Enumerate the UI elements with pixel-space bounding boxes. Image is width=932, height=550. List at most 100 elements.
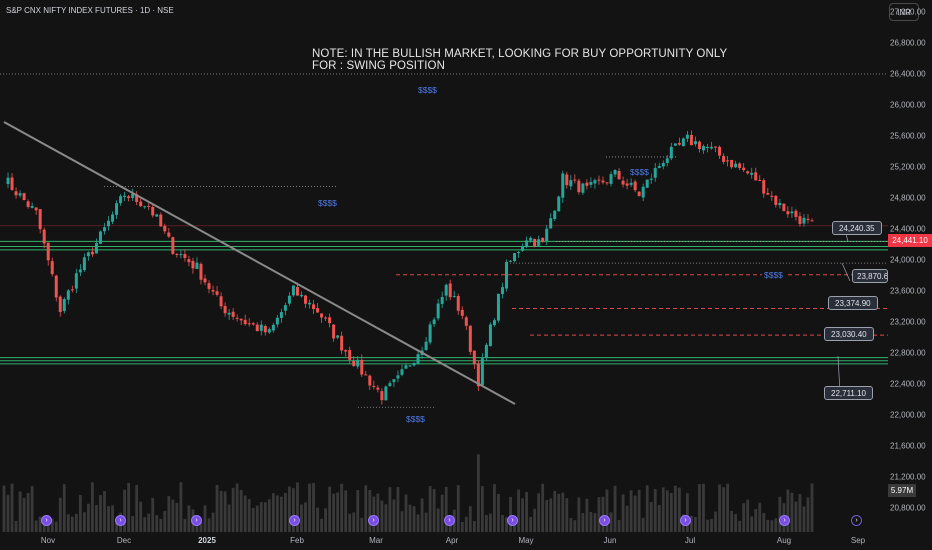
volume-bar [103,491,106,532]
dividend-event-icon[interactable]: › [507,515,518,526]
volume-bar [509,496,512,532]
dividend-event-icon[interactable]: › [779,515,790,526]
level-label-22711[interactable]: 22,711.10 [824,386,873,400]
candle-body [348,350,352,360]
arrow-icon: › [511,517,514,524]
arrow-icon: › [119,517,122,524]
volume-bar [657,505,661,532]
candle-body [472,350,476,364]
candle-body [10,177,14,190]
candle-body [283,305,287,311]
time-tick-label: Sep [850,536,866,545]
candle-body [46,242,50,261]
volume-bar [70,516,74,532]
volume-bar [529,516,533,532]
arrow-icon: › [293,517,296,524]
volume-bar [476,454,480,532]
dollar-marker-jun: $$$$ [628,167,651,177]
volume-bar [255,505,259,532]
volume-bar [368,489,372,532]
volume-bar [585,498,589,532]
dividend-event-icon[interactable]: › [851,515,862,526]
candle-body [464,317,468,326]
volume-bar [416,514,420,532]
volume-bar [537,493,541,532]
candle-body [388,383,392,387]
volume-bar [633,495,637,532]
candle-body [681,138,685,147]
volume-bar [111,505,114,532]
volume-bar [774,518,778,532]
dollar-marker-mar: $$$$ [404,414,427,424]
candle-body [424,341,428,350]
volume-bar [58,497,62,532]
level-label-24240[interactable]: 24,240.35 [832,221,882,235]
time-axis[interactable] [0,532,888,550]
candle-body [251,323,255,325]
candle-body [416,354,420,364]
candle-body [18,193,22,196]
candle-body [139,201,143,207]
volume-bar [609,512,613,532]
time-tick-label: Feb [290,536,304,545]
candle-body [597,179,601,181]
dividend-event-icon[interactable]: › [368,515,379,526]
arrow-icon: › [855,517,858,524]
candle-body [794,210,798,217]
candle-body [484,344,488,358]
dividend-event-icon[interactable]: › [191,515,202,526]
volume-bar [340,483,344,532]
volume-bar [99,495,102,532]
time-tick-label: Aug [776,536,792,545]
dividend-event-icon[interactable]: › [680,515,691,526]
candle-body [573,179,577,181]
candle-body [82,257,86,271]
candle-body [758,179,762,181]
candle-body [585,182,589,186]
dividend-event-icon[interactable]: › [115,515,126,526]
volume-bar [806,497,810,532]
volume-bar [203,505,207,532]
candle-body [488,324,492,347]
currency-button[interactable]: INR [889,3,919,21]
candle-body [693,141,697,145]
volume-bar [517,489,520,532]
candle-body [549,218,553,229]
volume-bar [288,486,291,532]
volume-bar [456,485,460,532]
candle-body [593,180,597,184]
price-axis[interactable]: 27,200.00 26,800.00 26,400.00 26,000.00 25,6… [888,0,932,532]
candle-body [336,335,340,338]
volume-bar [722,487,725,532]
volume-bar [143,517,147,532]
volume-bar [207,518,211,532]
candle-body [203,278,207,283]
arrow-icon: › [448,517,451,524]
volume-bar [54,521,58,532]
candle-body [22,193,26,201]
candle-body [665,158,669,163]
dividend-event-icon[interactable]: › [444,515,455,526]
volume-bar [577,497,581,532]
candle-body [697,141,701,150]
level-label-23030[interactable]: 23,030.40 [824,327,874,341]
volume-bar [235,483,239,532]
level-label-23374[interactable]: 23,374.90 [828,296,878,310]
candle-body [629,182,633,185]
volume-bar [718,484,721,532]
dividend-event-icon[interactable]: › [289,515,300,526]
volume-bar [352,512,356,532]
chart-plot[interactable] [0,0,888,532]
dividend-event-icon[interactable]: › [599,515,610,526]
candle-body [452,295,456,297]
volume-bar [10,483,14,532]
volume-bar [464,516,468,532]
candle-body [802,217,806,224]
dividend-event-icon[interactable]: › [41,515,52,526]
candle-body [790,211,794,214]
price-tick-label: 23,600.00 [890,286,926,296]
volume-bar [18,491,22,532]
candle-body [131,193,135,198]
level-label-23870[interactable]: 23,870.6 [852,269,888,283]
candle-body [685,134,689,139]
